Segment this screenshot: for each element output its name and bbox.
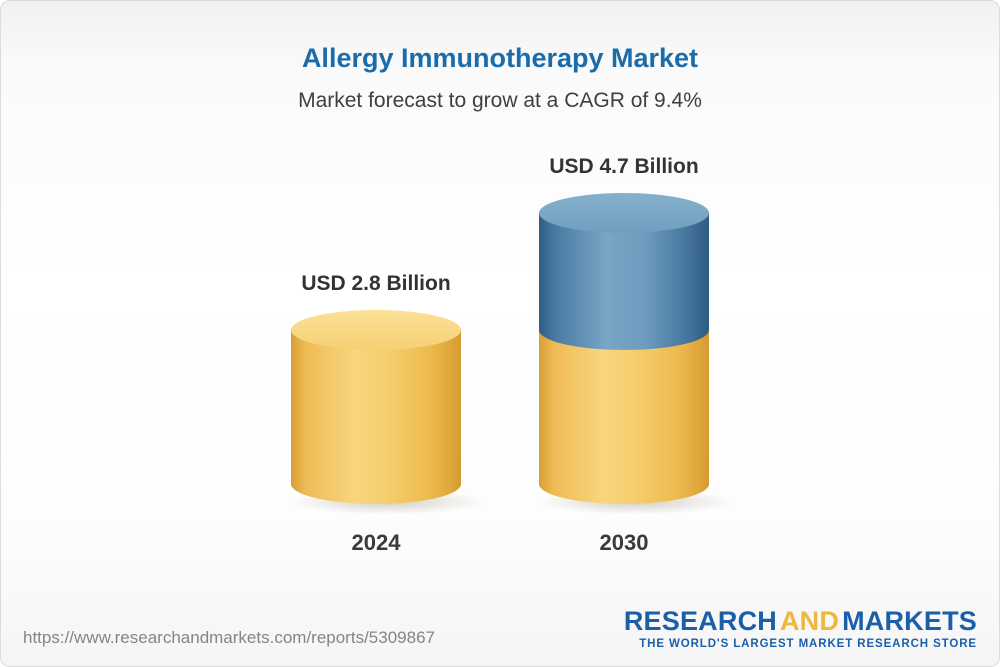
source-url-link[interactable]: https://www.researchandmarkets.com/repor…	[23, 628, 435, 647]
research-and-markets-logo: RESEARCH AND MARKETS THE WORLD'S LARGEST M…	[623, 605, 977, 650]
chart-title: Allergy Immunotherapy Market	[301, 43, 699, 73]
axis-label-2024: 2024	[351, 530, 401, 555]
cylinder-cap-2024	[291, 310, 461, 350]
value-label-2030: USD 4.7 Billion	[549, 155, 699, 178]
cylinder-2024	[287, 310, 489, 515]
axis-label-2030: 2030	[599, 530, 649, 555]
cylinder-body-2024	[291, 330, 461, 504]
logo-word-and: AND	[779, 605, 840, 636]
cylinder-base-segment-2030	[539, 330, 709, 504]
cylinder-2030	[535, 193, 737, 515]
logo-word-markets: MARKETS	[842, 605, 977, 636]
chart-subtitle: Market forecast to grow at a CAGR of 9.4…	[298, 89, 702, 112]
cylinder-growth-segment-2030	[539, 213, 709, 350]
cylinder-cap-2030	[539, 193, 709, 233]
logo-word-research: RESEARCH	[623, 605, 777, 636]
value-label-2024: USD 2.8 Billion	[301, 272, 451, 295]
logo-wordmark: RESEARCH AND MARKETS	[623, 605, 977, 636]
logo-tagline: THE WORLD'S LARGEST MARKET RESEARCH STOR…	[639, 638, 977, 650]
footer: https://www.researchandmarkets.com/repor…	[1, 605, 999, 650]
